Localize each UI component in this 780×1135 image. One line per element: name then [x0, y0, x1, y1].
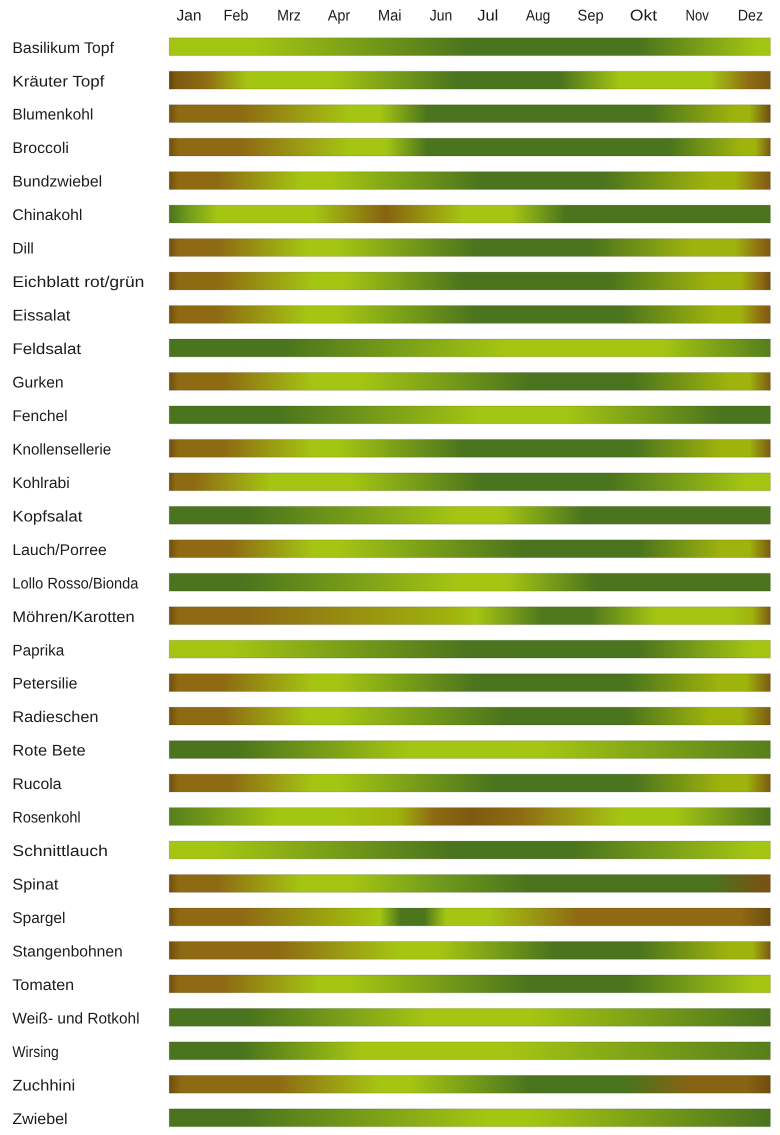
- svg-text:Kräuter Topf: Kräuter Topf: [12, 73, 105, 90]
- svg-text:Okt: Okt: [630, 8, 658, 25]
- svg-text:Blumenkohl: Blumenkohl: [12, 107, 93, 124]
- svg-text:Wirsing: Wirsing: [12, 1044, 58, 1061]
- svg-text:Zuchhini: Zuchhini: [12, 1077, 75, 1094]
- svg-text:Lauch/Porree: Lauch/Porree: [12, 542, 106, 559]
- svg-text:Sep: Sep: [578, 8, 604, 25]
- svg-text:Mai: Mai: [378, 8, 402, 25]
- svg-text:Kopfsalat: Kopfsalat: [12, 508, 83, 525]
- svg-text:Feb: Feb: [224, 8, 249, 25]
- svg-text:Eichblatt rot/grün: Eichblatt rot/grün: [12, 274, 144, 291]
- svg-text:Dill: Dill: [12, 241, 33, 258]
- svg-text:Weiß- und Rotkohl: Weiß- und Rotkohl: [12, 1010, 139, 1027]
- svg-text:Feldsalat: Feldsalat: [12, 341, 81, 358]
- svg-text:Bundzwiebel: Bundzwiebel: [12, 174, 102, 191]
- svg-text:Rote Bete: Rote Bete: [12, 743, 85, 760]
- svg-text:Kohlrabi: Kohlrabi: [12, 475, 69, 492]
- svg-text:Zwiebel: Zwiebel: [12, 1111, 67, 1128]
- svg-text:Spinat: Spinat: [12, 877, 59, 894]
- svg-text:Schnittlauch: Schnittlauch: [12, 843, 108, 860]
- svg-text:Gurken: Gurken: [12, 375, 63, 392]
- svg-text:Basilikum Topf: Basilikum Topf: [12, 40, 114, 57]
- svg-text:Broccoli: Broccoli: [12, 140, 68, 157]
- svg-text:Paprika: Paprika: [12, 642, 64, 659]
- svg-text:Petersilie: Petersilie: [12, 676, 77, 693]
- svg-text:Rosenkohl: Rosenkohl: [12, 810, 80, 827]
- svg-text:Möhren/Karotten: Möhren/Karotten: [12, 609, 134, 626]
- svg-text:Stangenbohnen: Stangenbohnen: [12, 943, 122, 960]
- svg-text:Knollensellerie: Knollensellerie: [12, 441, 111, 458]
- svg-text:Nov: Nov: [686, 8, 709, 25]
- svg-text:Jul: Jul: [477, 8, 498, 25]
- svg-text:Radieschen: Radieschen: [12, 709, 98, 726]
- svg-text:Fenchel: Fenchel: [12, 408, 67, 425]
- svg-text:Jan: Jan: [177, 8, 202, 25]
- svg-text:Dez: Dez: [738, 8, 763, 25]
- svg-text:Apr: Apr: [328, 8, 351, 25]
- svg-text:Spargel: Spargel: [12, 910, 65, 927]
- svg-text:Lollo Rosso/Bionda: Lollo Rosso/Bionda: [12, 575, 138, 592]
- svg-text:Mrz: Mrz: [277, 8, 301, 25]
- svg-text:Aug: Aug: [526, 8, 550, 25]
- svg-text:Rucola: Rucola: [12, 776, 61, 793]
- svg-text:Chinakohl: Chinakohl: [12, 207, 82, 224]
- svg-text:Jun: Jun: [430, 8, 453, 25]
- svg-text:Tomaten: Tomaten: [12, 977, 74, 994]
- svg-text:Eissalat: Eissalat: [12, 308, 71, 325]
